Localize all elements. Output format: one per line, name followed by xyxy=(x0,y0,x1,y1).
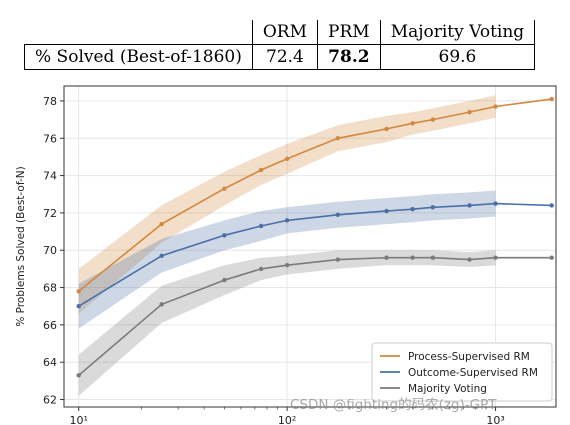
series-point-0 xyxy=(222,186,227,191)
table-header-orm: ORM xyxy=(251,20,318,45)
series-point-2 xyxy=(430,255,436,260)
series-point-0 xyxy=(467,109,472,115)
series-point-1 xyxy=(335,212,340,217)
series-point-0 xyxy=(76,289,81,294)
y-tick-label: 70 xyxy=(43,244,57,257)
legend-box xyxy=(371,342,553,402)
plot-frame xyxy=(63,85,557,408)
y-tick-label: 68 xyxy=(43,282,57,295)
series-point-1 xyxy=(384,208,389,214)
legend-label-1: Outcome-Supervised RM xyxy=(408,367,538,379)
table-row-label: % Solved (Best-of-1860) xyxy=(24,44,253,70)
series-point-1 xyxy=(76,304,81,309)
y-tick-label: 78 xyxy=(43,95,57,108)
y-tick-label: 64 xyxy=(43,356,57,369)
series-point-2 xyxy=(384,255,389,260)
series-point-2 xyxy=(335,257,340,262)
series-point-2 xyxy=(222,277,227,283)
series-point-2 xyxy=(159,302,164,307)
legend-label-0: Process-Supervised RM xyxy=(408,351,530,363)
series-point-0 xyxy=(549,96,554,102)
table-corner xyxy=(24,20,253,45)
confidence-band-2 xyxy=(78,250,496,396)
series-point-1 xyxy=(467,203,472,208)
best-of-n-chart: 62 64 66 68 70 72 74 76 78 10¹ 10² 10³ % Problems So… xyxy=(15,85,557,425)
series-line-2 xyxy=(78,256,552,376)
series-point-2 xyxy=(258,266,264,272)
y-tick-label: 66 xyxy=(43,319,57,332)
series-point-1 xyxy=(493,201,498,206)
confidence-band-1 xyxy=(78,190,496,329)
series-point-2 xyxy=(76,373,81,378)
series-point-0 xyxy=(430,117,436,122)
confidence-band-0 xyxy=(78,95,496,314)
series-point-1 xyxy=(159,253,164,259)
x-tick-label: 10² xyxy=(278,414,296,425)
series-point-2 xyxy=(549,255,554,260)
table-value-prm: 78.2 xyxy=(317,44,381,70)
series-point-1 xyxy=(549,203,554,208)
y-tick-label: 62 xyxy=(43,394,57,407)
y-tick-label: 74 xyxy=(43,170,57,183)
y-tick-label: 72 xyxy=(43,207,57,220)
series-point-2 xyxy=(410,255,415,260)
series-point-2 xyxy=(467,257,472,262)
legend-label-2: Majority Voting xyxy=(408,383,487,395)
x-tick-label: 10¹ xyxy=(69,414,87,425)
series-point-2 xyxy=(284,262,290,268)
series-point-0 xyxy=(493,104,498,109)
series-point-2 xyxy=(493,255,498,260)
y-tick-label: 76 xyxy=(43,132,57,145)
series-point-0 xyxy=(159,221,164,227)
table-header-prm: PRM xyxy=(317,20,381,45)
y-axis-label: % Problems Solved (Best-of-N) xyxy=(15,166,27,326)
series-point-0 xyxy=(258,167,264,173)
series-point-0 xyxy=(384,126,389,132)
series-line-1 xyxy=(78,202,552,307)
table-header-majority: Majority Voting xyxy=(379,20,536,45)
series-point-1 xyxy=(258,223,264,229)
series-point-1 xyxy=(430,205,436,210)
x-tick-label: 10³ xyxy=(486,414,504,425)
series-point-0 xyxy=(284,156,290,161)
watermark: CSDN @fighting的码农(zg)-GPT xyxy=(290,397,497,413)
series-line-0 xyxy=(78,98,552,292)
series-point-1 xyxy=(410,206,415,212)
series-point-0 xyxy=(410,121,415,126)
series-point-1 xyxy=(222,233,227,238)
series-point-1 xyxy=(284,218,290,223)
table-value-orm: 72.4 xyxy=(251,44,318,70)
series-point-0 xyxy=(335,136,340,141)
table-value-majority: 69.6 xyxy=(379,44,536,70)
results-table: ORM PRM Majority Voting % Solved (Best-o… xyxy=(24,20,536,70)
